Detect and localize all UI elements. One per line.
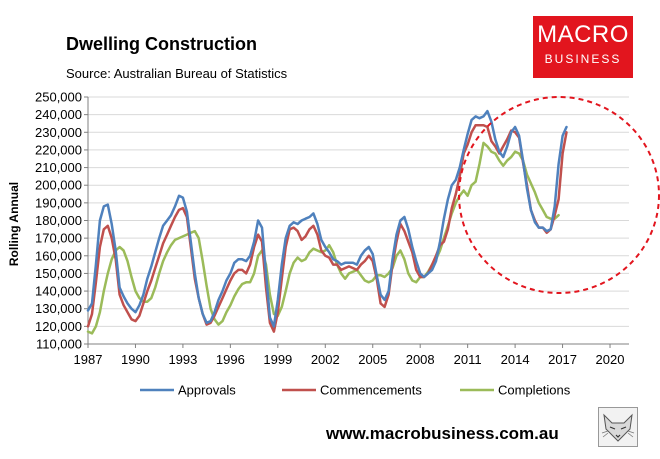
logo-line-2: BUSINESS: [544, 52, 622, 66]
series-lines: [86, 109, 568, 335]
highlight-dashed-circle: [458, 96, 660, 294]
x-tick-label: 1996: [216, 352, 245, 367]
y-tick-label: 160,000: [35, 248, 82, 263]
y-tick-label: 130,000: [35, 301, 82, 316]
x-tick-label: 2005: [358, 352, 387, 367]
legend-label: Approvals: [178, 383, 236, 398]
y-tick-label: 230,000: [35, 125, 82, 140]
line-chart: 110,000 120,000 130,000 140,000 150,000 160,0…: [7, 90, 660, 398]
logo-line-1: MACRO: [537, 21, 629, 48]
legend-item-commencements: Commencements: [282, 383, 422, 398]
x-tick-label: 2008: [406, 352, 435, 367]
x-tick-label: 2002: [311, 352, 340, 367]
y-tick-label: 170,000: [35, 231, 82, 246]
y-tick-label: 140,000: [35, 284, 82, 299]
y-tick-label: 110,000: [36, 337, 82, 352]
chart-title: Dwelling Construction: [66, 34, 257, 54]
y-tick-label: 150,000: [35, 266, 82, 281]
axes: [87, 97, 629, 345]
website-url: www.macrobusiness.com.au: [326, 424, 559, 443]
x-tick-labels: 1987 1990 1993 1996 1999 2002 2005 2008 2011 2014…: [74, 344, 625, 367]
y-tick-label: 240,000: [35, 107, 82, 122]
x-tick-label: 1993: [168, 352, 197, 367]
y-tick-label: 250,000: [35, 90, 82, 105]
y-tick-label: 220,000: [35, 142, 82, 157]
y-tick-labels: 110,000 120,000 130,000 140,000 150,000 160,0…: [35, 90, 82, 352]
y-tick-label: 200,000: [35, 178, 82, 193]
x-tick-label: 2011: [454, 352, 482, 367]
y-tick-label: 180,000: [35, 213, 82, 228]
x-tick-label: 2017: [548, 352, 577, 367]
series-line-commencements: [86, 123, 568, 333]
fox-face-icon: [598, 407, 638, 447]
series-line-approvals: [86, 109, 568, 328]
y-axis-label: Rolling Annual: [7, 182, 21, 266]
x-tick-label: 1990: [121, 352, 150, 367]
y-tick-label: 120,000: [35, 319, 82, 334]
legend-item-completions: Completions: [460, 383, 571, 398]
x-tick-label: 2014: [501, 352, 530, 367]
chart-source: Source: Australian Bureau of Statistics: [66, 66, 288, 81]
y-tick-label: 190,000: [35, 195, 82, 210]
legend-label: Completions: [498, 383, 571, 398]
x-tick-label: 1987: [74, 352, 103, 367]
legend: Approvals Commencements Completions: [140, 383, 571, 398]
x-tick-label: 1999: [263, 352, 292, 367]
macrobusiness-logo: MACRO BUSINESS: [533, 16, 633, 78]
x-tick-label: 2020: [596, 352, 625, 367]
legend-item-approvals: Approvals: [140, 383, 236, 398]
y-tick-label: 210,000: [35, 160, 82, 175]
legend-label: Commencements: [320, 383, 422, 398]
